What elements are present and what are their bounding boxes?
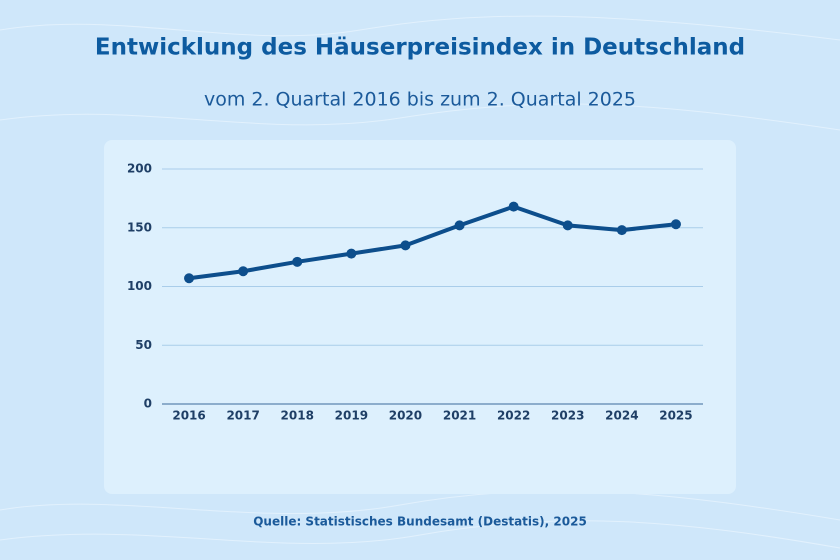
- plot-panel: [104, 140, 736, 494]
- data-point: [292, 256, 303, 267]
- x-tick-label: 2023: [551, 409, 584, 423]
- x-tick-label: 2020: [389, 409, 422, 423]
- data-point: [346, 248, 357, 259]
- x-tick-label: 2018: [281, 409, 314, 423]
- data-point: [508, 201, 519, 212]
- data-point: [454, 220, 465, 231]
- chart-title: Entwicklung des Häuserpreisindex in Deut…: [95, 35, 745, 61]
- y-tick-label: 50: [135, 338, 152, 352]
- data-point: [616, 225, 627, 236]
- y-tick-label: 100: [127, 279, 152, 293]
- y-tick-label: 0: [144, 397, 152, 411]
- x-tick-label: 2022: [497, 409, 530, 423]
- background-waves: [0, 15, 840, 549]
- x-tick-label: 2019: [335, 409, 368, 423]
- x-tick-label: 2016: [172, 409, 205, 423]
- x-tick-label: 2024: [605, 409, 638, 423]
- data-point: [562, 220, 573, 231]
- source-note: Quelle: Statistisches Bundesamt (Destati…: [253, 515, 587, 529]
- data-line: [188, 204, 677, 281]
- data-point: [238, 266, 249, 277]
- data-point: [670, 219, 681, 230]
- data-point: [400, 240, 411, 251]
- x-tick-label: 2021: [443, 409, 476, 423]
- data-point: [184, 273, 195, 284]
- x-tick-label: 2017: [226, 409, 259, 423]
- x-tick-label: 2025: [659, 409, 692, 423]
- y-tick-label: 200: [127, 162, 152, 176]
- chart-subtitle: vom 2. Quartal 2016 bis zum 2. Quartal 2…: [204, 89, 636, 111]
- y-tick-label: 150: [127, 220, 152, 234]
